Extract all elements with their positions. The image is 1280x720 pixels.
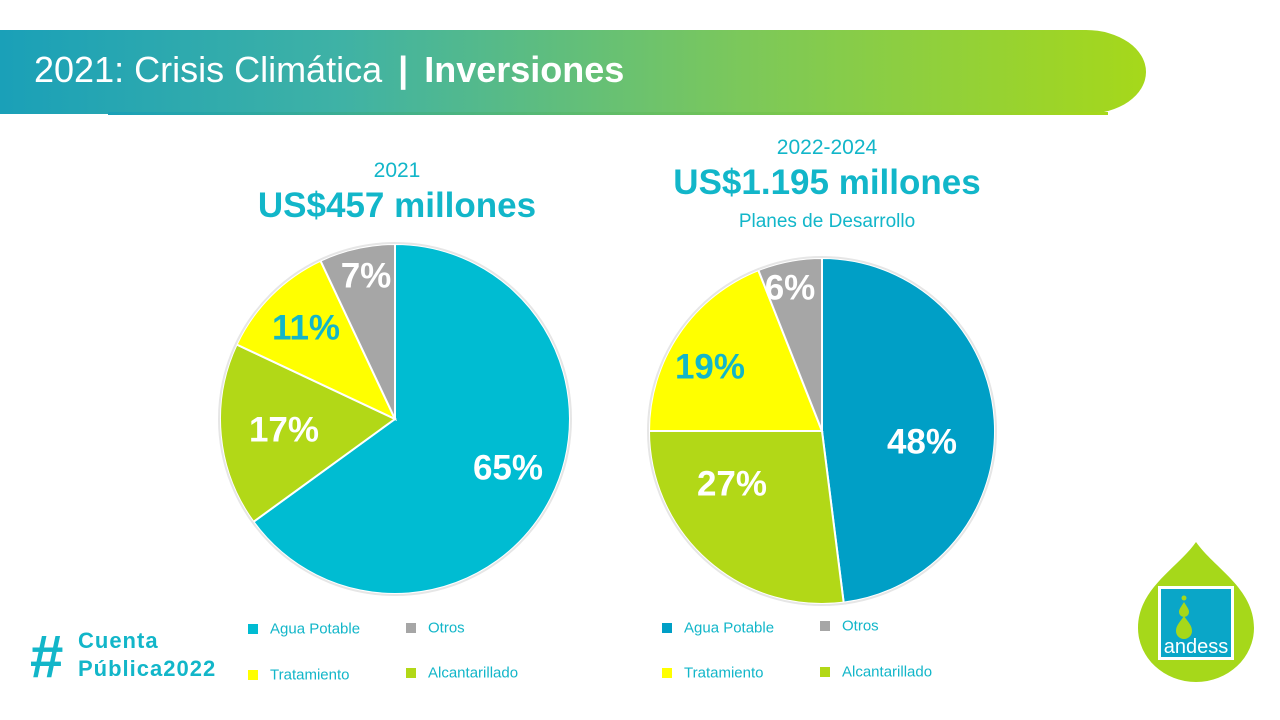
data-label-otros: 6% [765,268,816,307]
legend-swatch [662,668,672,679]
andess-logo: andess [1138,542,1254,682]
hashtag-line1: Cuenta [78,628,159,653]
legend-label: Otros [842,617,879,635]
logo-drop-small [1181,595,1187,601]
chart2-note: Planes de Desarrollo [738,211,916,232]
page-title: 2021: Crisis Climática | Inversiones [34,46,624,94]
legend-swatch [406,668,416,679]
hashtag-line2: Pública2022 [78,656,217,681]
legend-item: Alcantarillado [820,663,932,681]
pie-chart-2022-2024: 48% 27% 19% 6% [647,256,997,606]
title-light: 2021: Crisis Climática [34,49,383,90]
pie-slice-tratamiento [235,259,398,422]
chart1-header: 2021 US$457 millones [222,158,572,228]
data-label-tratamiento: 11% [272,308,340,347]
pie-slice-tratamiento [647,268,824,432]
data-label-tratamiento: 19% [675,347,745,386]
legend-swatch [820,667,830,678]
hash-sign: # [30,623,64,690]
legend-label: Otros [428,619,465,637]
legend-swatch [662,623,672,634]
legend-item: Agua Potable [248,620,360,638]
data-label-alcantarillado: 17% [249,410,319,449]
chart2-amount: US$1.195 millones [673,163,981,202]
legend-label: Tratamiento [684,664,764,682]
legend-swatch [406,623,416,634]
pie-slice-alcantarillado [219,343,397,524]
pie-slice-agua-potable [252,242,571,595]
legend-label: Alcantarillado [428,664,519,682]
pie-outline [647,256,997,606]
legend-item: Tratamiento [662,664,763,682]
pie-slice-alcantarillado [647,430,845,606]
data-label-otros: 7% [341,256,392,295]
logo-drop-large [1176,616,1192,639]
pie-outline [218,242,572,596]
legend-item: Otros [820,617,879,635]
data-label-agua-potable: 48% [887,422,957,461]
legend-label: Tratamiento [270,666,350,684]
legend-label: Agua Potable [684,619,775,637]
pie-slice-otros [319,242,396,420]
legend-swatch [820,621,830,632]
data-label-agua-potable: 65% [473,448,543,487]
legend-swatch [248,624,258,635]
chart1-amount: US$457 millones [257,186,537,225]
pie-chart-2021: 65% 17% 11%7% [218,242,572,596]
legend-item: Otros [406,619,465,637]
legend-item: Tratamiento [248,666,349,684]
legend-swatch [248,670,258,681]
title-separator: | [398,49,409,90]
legend-label: Agua Potable [270,620,361,638]
legend-label: Alcantarillado [842,663,933,681]
chart2-year: 2022-2024 [776,136,878,159]
data-label-alcantarillado: 27% [697,464,767,503]
title-bold: Inversiones [424,49,625,90]
logo-drop-medium [1179,602,1189,617]
logo-text: andess [1164,636,1229,658]
chart1-year: 2021 [373,159,421,182]
chart2-header: 2022-2024 US$1.195 millones Planes de De… [627,135,1027,235]
title-banner [0,30,1146,114]
legend-item: Agua Potable [662,619,774,637]
banner-underline [108,112,1108,115]
logo-panel [1161,589,1231,657]
legend-item: Alcantarillado [406,664,518,682]
